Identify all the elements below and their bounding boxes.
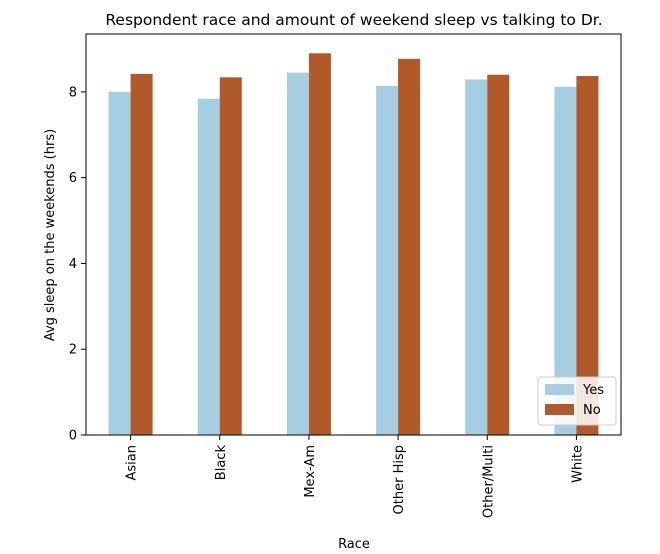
bar-no-mex-am [308,53,331,436]
bar-no-white [576,76,599,435]
y-axis-label: Avg sleep on the weekends (hrs) [43,129,58,341]
bar-no-black [219,77,242,435]
y-tick-label: 4 [69,257,77,272]
legend-label-yes: Yes [582,383,604,398]
y-tick-label: 6 [69,171,77,186]
x-tick-label: White [570,445,585,483]
plot-area: 0 2 4 6 8 Asian Black Mex-Am Other Hisp Other/Mul… [69,33,622,518]
x-tick-label: Asian [125,445,140,480]
bar-yes-other-hisp [376,85,399,435]
bar-yes-mex-am [286,72,309,435]
y-tick-label: 2 [69,343,77,358]
x-tick-label: Other/Multi [481,445,496,518]
bar-yes-white [554,86,577,435]
bar-yes-other-multi [465,79,488,436]
x-tick-label: Black [214,445,229,481]
y-tick-label: 0 [69,429,77,444]
legend-swatch-yes [545,384,574,395]
x-tick-label: Mex-Am [303,445,318,498]
y-tick-label: 8 [69,85,77,100]
bar-yes-asian [108,91,131,436]
bar-no-other-hisp [398,58,421,436]
plot-frame [85,33,622,436]
bar-no-other-multi [487,74,510,436]
legend-label-no: No [583,403,601,418]
bar-yes-black [197,98,220,435]
x-axis-label: Race [338,537,370,550]
bar-no-asian [130,73,153,435]
legend-swatch-no [545,404,574,415]
chart-title: Respondent race and amount of weekend sl… [105,11,602,29]
x-tick-label: Other Hisp [392,445,407,514]
